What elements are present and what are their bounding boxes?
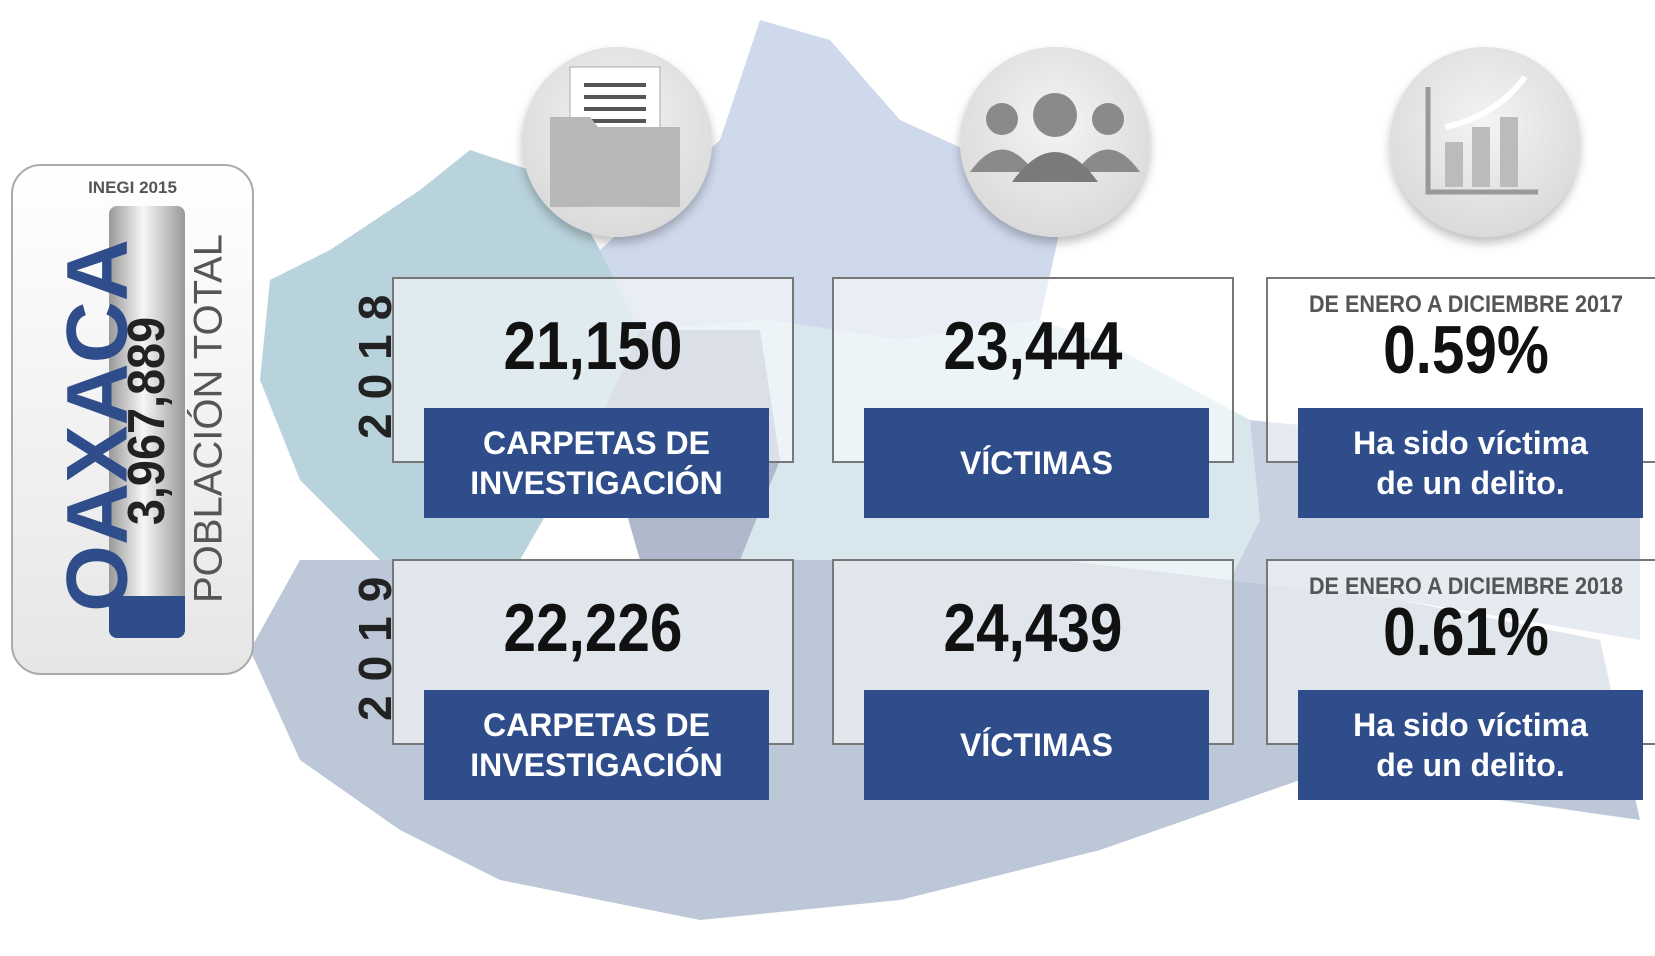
stat-label: Ha sido víctima de un delito. [1298, 690, 1643, 800]
tube-fill [109, 596, 185, 638]
stat-value: 23,444 [943, 308, 1123, 384]
stat-label: VÍCTIMAS [864, 690, 1209, 800]
tube [109, 206, 185, 638]
stat-label: VÍCTIMAS [864, 408, 1209, 518]
stat-value: 24,439 [943, 590, 1123, 666]
stat-label: CARPETAS DE INVESTIGACIÓN [424, 690, 769, 800]
population-label: POBLACIÓN TOTAL [186, 234, 231, 604]
stat-label: CARPETAS DE INVESTIGACIÓN [424, 408, 769, 518]
period-note: DE ENERO A DICIEMBRE 2017 [1308, 291, 1624, 318]
people-icon [960, 47, 1150, 237]
region [600, 20, 1060, 340]
source: INEGI 2015 [88, 178, 177, 197]
stat-value: 22,226 [503, 590, 683, 666]
period-note: DE ENERO A DICIEMBRE 2018 [1308, 573, 1624, 600]
folder-icon [522, 47, 712, 237]
stat-label: Ha sido víctima de un delito. [1298, 408, 1643, 518]
population: 3,967,889 [118, 316, 176, 526]
population-panel: INEGI 2015 OAXACA 3,967,889 POBLACIÓN TO… [11, 164, 254, 675]
stat-value: 0.61% [1383, 594, 1549, 670]
stat-value: 21,150 [503, 308, 683, 384]
chart-icon [1390, 47, 1580, 237]
stat-value: 0.59% [1383, 312, 1549, 388]
